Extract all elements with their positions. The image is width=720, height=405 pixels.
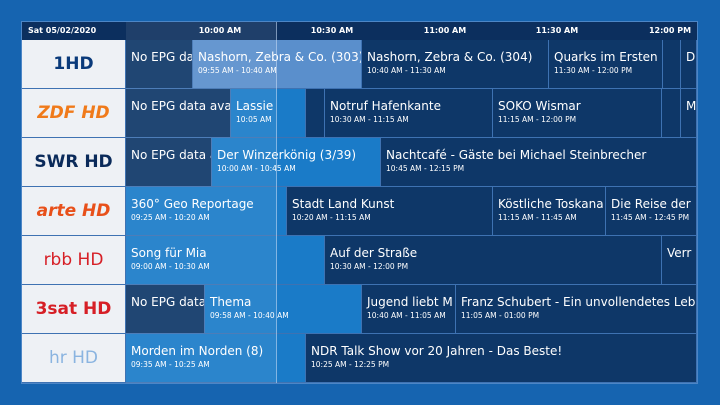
program-time: 10:40 AM - 11:05 AM [367, 311, 446, 320]
program-title: M [686, 99, 697, 113]
program-cell[interactable]: Stadt Land Kunst 10:20 AM - 11:15 AM [287, 187, 493, 236]
program-title: Lassie [236, 99, 274, 113]
program-cell[interactable]: 360° Geo Reportage 09:25 AM - 10:20 AM [126, 187, 287, 236]
time-label: 11:00 AM [420, 22, 470, 40]
time-label: 10:00 AM [195, 22, 245, 40]
program-cell[interactable]: Verr [662, 236, 697, 285]
program-title: Quarks im Ersten [554, 50, 658, 64]
program-time: 10:30 AM - 11:15 AM [330, 115, 409, 124]
program-title: Notruf Hafenkante [330, 99, 441, 113]
program-cell[interactable]: SOKO Wismar 11:15 AM - 12:00 PM [493, 89, 662, 138]
program-title: D [686, 50, 696, 64]
channel-logo: hr HD [22, 334, 126, 383]
empty-slot [662, 89, 681, 138]
program-cell[interactable]: Jugend liebt M 10:40 AM - 11:05 AM [362, 285, 456, 334]
program-title: Auf der Straße [330, 246, 418, 260]
program-time: 10:05 AM [236, 115, 272, 124]
program-time: 09:25 AM - 10:20 AM [131, 213, 210, 222]
time-label: 10:30 AM [307, 22, 357, 40]
program-time: 11:05 AM - 01:00 PM [461, 311, 540, 320]
program-cell[interactable]: Quarks im Ersten 11:30 AM - 12:00 PM [549, 40, 663, 89]
program-title: Nashorn, Zebra & Co. (304) [367, 50, 533, 64]
empty-slot [663, 40, 681, 89]
program-title: Nashorn, Zebra & Co. (303) [198, 50, 362, 64]
program-title: No EPG data avail [131, 99, 231, 113]
program-time: 11:15 AM - 12:00 PM [498, 115, 577, 124]
program-time: 09:58 AM - 10:40 AM [210, 311, 289, 320]
date: Sat 05/02/2020 [28, 22, 97, 40]
program-title: Franz Schubert - Ein unvollendetes Leben [461, 295, 697, 309]
program-time: 10:45 AM - 12:15 PM [386, 164, 465, 173]
program-time: 09:35 AM - 10:25 AM [131, 360, 210, 369]
channel-logo: 3sat HD [22, 285, 126, 334]
program-cell[interactable]: Thema 09:58 AM - 10:40 AM [205, 285, 362, 334]
program-title: No EPG data a [131, 148, 212, 162]
program-time: 11:45 AM - 12:45 PM [611, 213, 690, 222]
program-cell[interactable]: Nachtcafé - Gäste bei Michael Steinbrech… [381, 138, 697, 187]
program-title: Nachtcafé - Gäste bei Michael Steinbrech… [386, 148, 647, 162]
channel-logo: arte HD [22, 187, 126, 236]
empty-slot [306, 89, 325, 138]
program-title: Verr [667, 246, 692, 260]
program-title: 360° Geo Reportage [131, 197, 254, 211]
program-title: Stadt Land Kunst [292, 197, 395, 211]
program-cell[interactable]: Nashorn, Zebra & Co. (304) 10:40 AM - 11:… [362, 40, 549, 89]
program-title: SOKO Wismar [498, 99, 581, 113]
time-label: 12:00 PM [645, 22, 695, 40]
program-cell[interactable]: No EPG data a [126, 138, 212, 187]
program-title: Jugend liebt M [367, 295, 453, 309]
program-title: Köstliche Toskana [498, 197, 604, 211]
program-title: Morden im Norden (8) [131, 344, 264, 358]
program-time: 09:00 AM - 10:30 AM [131, 262, 210, 271]
program-cell[interactable]: No EPG da [126, 40, 193, 89]
program-cell[interactable]: Der Winzerkönig (3/39) 10:00 AM - 10:45 A… [212, 138, 381, 187]
program-cell[interactable]: No EPG data avail [126, 89, 231, 138]
channel-logo: ZDF HD [22, 89, 126, 138]
time-header [22, 22, 697, 40]
now-line [276, 22, 277, 383]
program-cell[interactable]: Song für Mia 09:00 AM - 10:30 AM [126, 236, 325, 285]
program-title: Song für Mia [131, 246, 207, 260]
program-cell[interactable]: Köstliche Toskana 11:15 AM - 11:45 AM [493, 187, 606, 236]
program-cell[interactable]: Franz Schubert - Ein unvollendetes Leben… [456, 285, 697, 334]
time-label: 11:30 AM [532, 22, 582, 40]
program-title: Der Winzerkönig (3/39) [217, 148, 357, 162]
program-cell[interactable]: D [681, 40, 697, 89]
program-cell[interactable]: Morden im Norden (8) 09:35 AM - 10:25 AM [126, 334, 306, 383]
program-cell[interactable]: Lassie 10:05 AM [231, 89, 306, 138]
program-cell[interactable]: No EPG data [126, 285, 205, 334]
channel-logo: rbb HD [22, 236, 126, 285]
program-cell[interactable]: M [681, 89, 697, 138]
program-cell[interactable]: Notruf Hafenkante 10:30 AM - 11:15 AM [325, 89, 493, 138]
program-cell[interactable]: Auf der Straße 10:30 AM - 12:00 PM [325, 236, 662, 285]
program-time: 10:40 AM - 11:30 AM [367, 66, 446, 75]
program-cell[interactable]: Nashorn, Zebra & Co. (303) 09:55 AM - 10:… [193, 40, 362, 89]
channel-logo: 1HD [22, 40, 126, 89]
program-cell[interactable]: Die Reise der 11:45 AM - 12:45 PM [606, 187, 697, 236]
program-title: Die Reise der [611, 197, 691, 211]
program-title: No EPG da [131, 50, 193, 64]
channel-logo: SWR HD [22, 138, 126, 187]
program-time: 11:30 AM - 12:00 PM [554, 66, 633, 75]
program-title: NDR Talk Show vor 20 Jahren - Das Beste! [311, 344, 563, 358]
program-time: 11:15 AM - 11:45 AM [498, 213, 577, 222]
program-cell[interactable]: NDR Talk Show vor 20 Jahren - Das Beste!… [306, 334, 697, 383]
program-title: Thema [210, 295, 252, 309]
program-time: 09:55 AM - 10:40 AM [198, 66, 277, 75]
program-time: 10:00 AM - 10:45 AM [217, 164, 296, 173]
program-time: 10:25 AM - 12:25 PM [311, 360, 390, 369]
program-title: No EPG data [131, 295, 205, 309]
program-time: 10:20 AM - 11:15 AM [292, 213, 371, 222]
epg-guide: Sat 05/02/2020 10:00 AM 10:30 AM 11:00 AM 1… [21, 21, 698, 384]
program-time: 10:30 AM - 12:00 PM [330, 262, 409, 271]
